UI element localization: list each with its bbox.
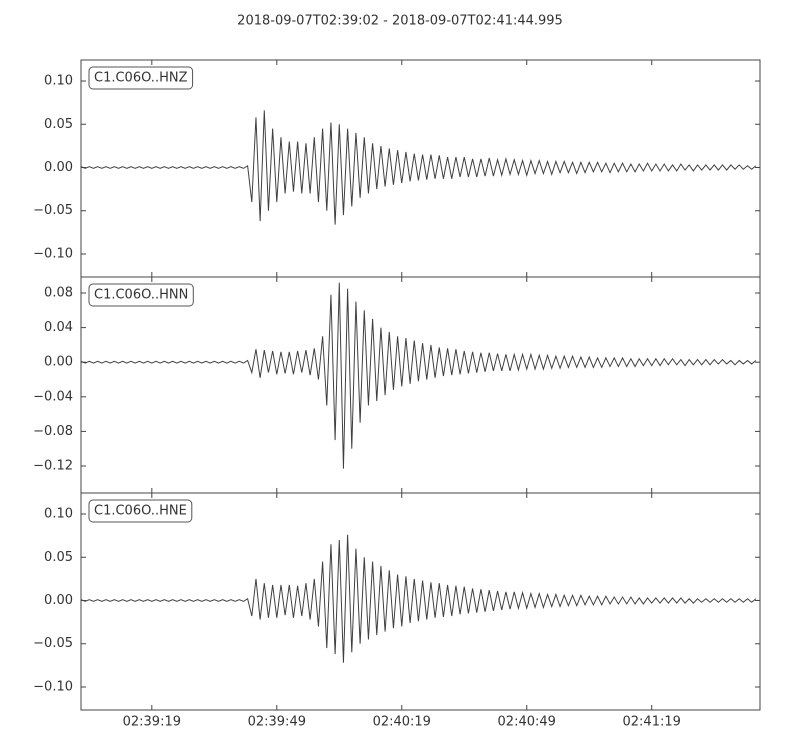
trace bbox=[81, 282, 757, 469]
x-tick-label: 02:39:19 bbox=[123, 715, 181, 730]
legend-box bbox=[88, 499, 193, 523]
y-tick-label: −0.10 bbox=[33, 679, 73, 694]
y-tick-label: 0.05 bbox=[44, 117, 73, 132]
y-tick-label: −0.08 bbox=[33, 424, 73, 439]
legend-label: C1.C06O..HNE bbox=[94, 504, 187, 519]
chart-title: 2018-09-07T02:39:02 - 2018-09-07T02:41:4… bbox=[237, 14, 563, 29]
y-tick-label: 0.00 bbox=[44, 160, 73, 175]
x-tick-label: 02:39:49 bbox=[248, 715, 306, 730]
y-tick-label: 0.00 bbox=[44, 593, 73, 608]
x-tick-label: 02:40:19 bbox=[373, 715, 431, 730]
legend-box bbox=[88, 283, 194, 307]
x-tick-label: 02:40:49 bbox=[498, 715, 556, 730]
legend-label: C1.C06O..HNN bbox=[94, 288, 188, 303]
legend-box bbox=[88, 66, 194, 90]
y-tick-label: −0.05 bbox=[33, 203, 73, 218]
y-tick-label: −0.05 bbox=[33, 636, 73, 651]
axes-frame bbox=[80, 492, 761, 711]
y-tick-label: −0.12 bbox=[33, 459, 73, 474]
y-tick-label: 0.05 bbox=[44, 550, 73, 565]
trace bbox=[81, 534, 757, 663]
y-tick-label: 0.00 bbox=[44, 355, 73, 370]
y-tick-label: −0.04 bbox=[33, 389, 73, 404]
legend-label: C1.C06O..HNZ bbox=[94, 71, 188, 86]
y-tick-label: 0.08 bbox=[44, 286, 73, 301]
axes-frame bbox=[80, 276, 761, 494]
y-tick-label: −0.10 bbox=[33, 246, 73, 261]
y-tick-label: 0.10 bbox=[44, 74, 73, 89]
y-tick-label: 0.04 bbox=[44, 320, 73, 335]
trace bbox=[81, 110, 757, 225]
y-tick-label: 0.10 bbox=[44, 507, 73, 522]
x-tick-label: 02:41:19 bbox=[623, 715, 681, 730]
